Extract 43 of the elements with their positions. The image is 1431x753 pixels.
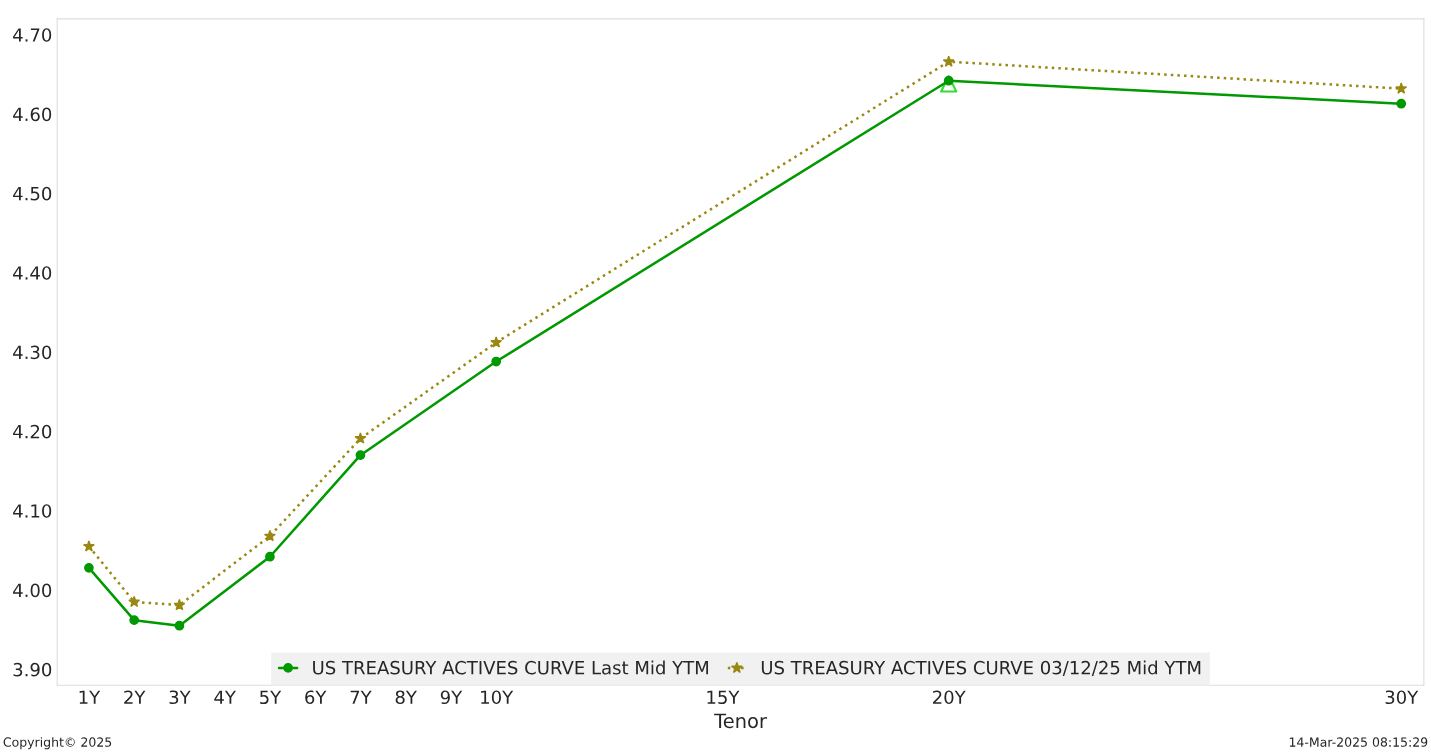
y-tick-label: 4.40: [13, 266, 52, 280]
x-tick-label: 3Y: [169, 690, 191, 705]
point: [263, 529, 276, 542]
x-tick-label: 2Y: [124, 690, 146, 704]
point: [940, 75, 958, 93]
y-tick-label: 4.50: [13, 186, 52, 201]
y-tick-label: 3.90: [13, 662, 52, 677]
point: [354, 432, 367, 444]
point: [174, 620, 185, 631]
y-tick-label: 4.10: [13, 504, 52, 518]
x-tick-label: 4Y: [214, 690, 236, 704]
point: [942, 55, 955, 67]
x-tick-label: 15Y: [707, 690, 740, 705]
point: [128, 595, 141, 608]
x-tick-label: 8Y: [395, 690, 417, 705]
y-tick-label: 4.30: [13, 345, 52, 360]
x-tick-label: 1Y: [79, 690, 101, 704]
y-tick-label: 4.00: [13, 583, 52, 598]
legend-label: US TREASURY ACTIVES CURVE 03/12/25 Mid YTM: [761, 660, 1201, 676]
point: [1395, 82, 1408, 94]
point: [129, 615, 140, 626]
x-tick-label: 10Y: [481, 690, 514, 705]
legend-label: US TREASURY ACTIVES CURVE Last Mid YTM: [313, 660, 709, 675]
x-tick-label: 6Y: [305, 690, 327, 705]
y-tick-label: 4.70: [13, 28, 52, 42]
x-tick-label: 5Y: [260, 690, 282, 705]
point: [82, 540, 95, 552]
text: 14-Mar-2025 08:15:29: [1289, 737, 1428, 747]
x-tick-label: 30Y: [1385, 690, 1419, 705]
point: [84, 562, 94, 573]
x-tick-label: 20Y: [933, 690, 966, 705]
y-tick-label: 4.60: [13, 107, 52, 122]
point: [265, 551, 275, 562]
point: [355, 450, 366, 461]
x-tick-label: 7Y: [350, 690, 372, 704]
text: Copyright© 2025: [3, 737, 112, 750]
y-tick-label: 4.20: [13, 424, 52, 439]
point: [1396, 98, 1407, 109]
point: [491, 356, 502, 367]
point: [173, 598, 186, 611]
x-axis-title: Tenor: [714, 713, 767, 729]
x-tick-label: 9Y: [440, 690, 463, 705]
point: [490, 336, 503, 348]
